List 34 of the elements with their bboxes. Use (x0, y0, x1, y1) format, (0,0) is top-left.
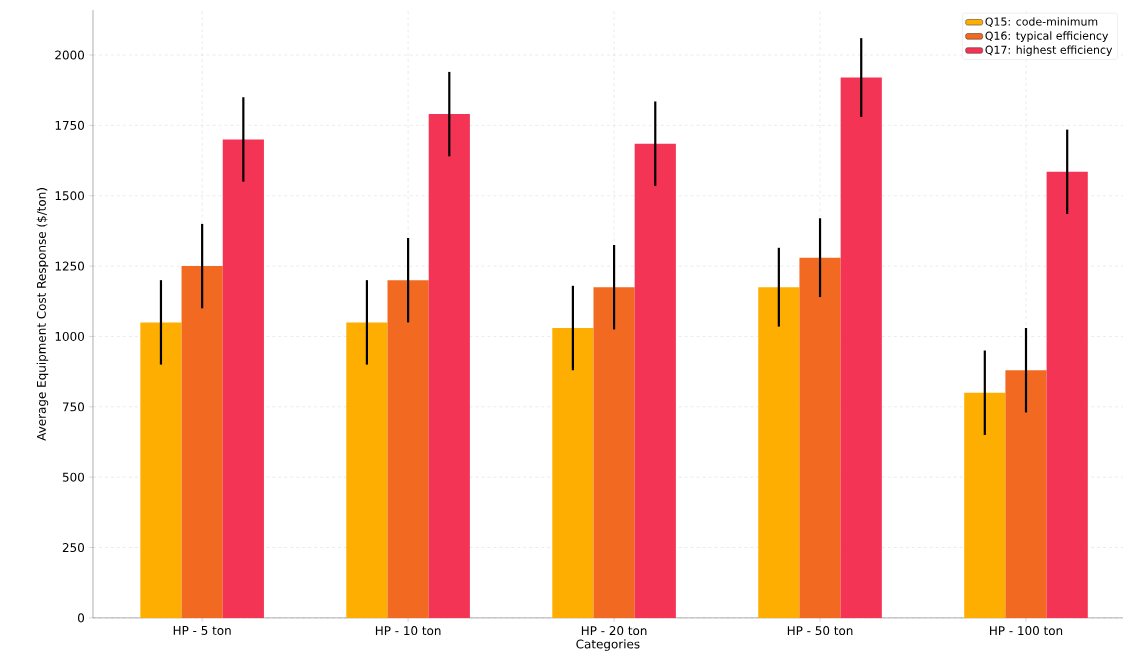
bar (593, 287, 635, 618)
bar (222, 139, 264, 618)
bar (1046, 171, 1088, 618)
bar (428, 114, 470, 618)
bar (634, 143, 676, 618)
y-tick-label: 1000 (55, 331, 84, 342)
bar (758, 287, 800, 618)
bar (346, 322, 388, 618)
x-axis-title: Categories (576, 639, 640, 651)
y-tick-label: 750 (62, 402, 85, 412)
y-tick-label: 250 (62, 543, 85, 553)
bar (1005, 370, 1047, 618)
y-tick-label: 1500 (55, 191, 84, 201)
legend-label: Q15: code-minimum (985, 17, 1098, 28)
y-tick-label: 500 (62, 472, 85, 482)
y-tick-label: 2000 (55, 50, 84, 60)
x-tick-label: HP - 20 ton (581, 626, 647, 636)
legend-label: Q17: highest efficiency (985, 45, 1113, 57)
bar (964, 392, 1006, 618)
y-tick-label: 0 (77, 613, 85, 623)
bar (387, 280, 429, 618)
x-tick-label: HP - 50 ton (787, 626, 853, 636)
x-tick-label: HP - 100 ton (990, 626, 1063, 636)
legend-label: Q16: typical efficiency (985, 31, 1109, 42)
x-tick-label: HP - 10 ton (375, 626, 441, 636)
y-axis-title: Average Equipment Cost Response ($/ton) (36, 188, 49, 441)
bar (181, 266, 223, 618)
x-tick-label: HP - 5 ton (173, 626, 231, 636)
y-tick-label: 1250 (55, 261, 84, 271)
y-tick-label: 1750 (55, 120, 84, 130)
bar (140, 322, 182, 618)
bar (799, 257, 841, 618)
bar (552, 328, 594, 618)
bar (840, 77, 882, 618)
